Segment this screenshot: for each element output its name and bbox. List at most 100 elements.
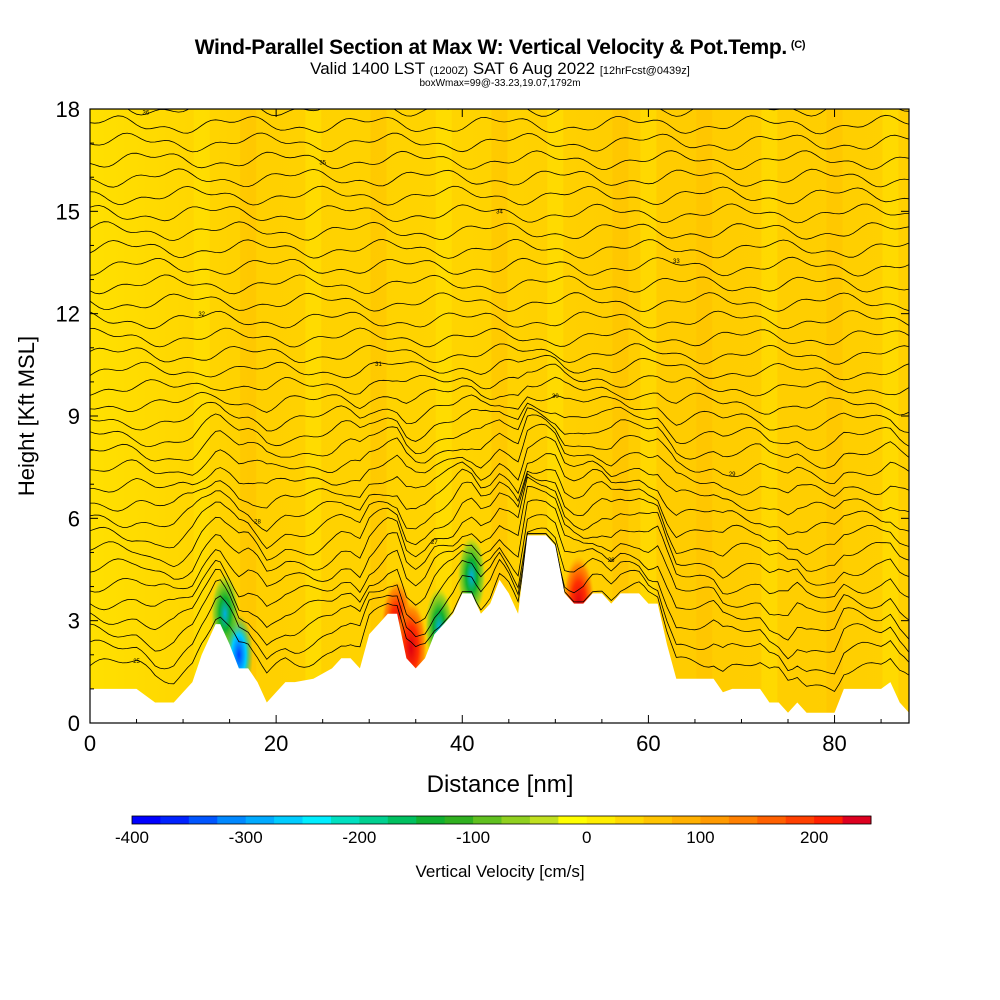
colorbar-swatch	[274, 816, 304, 824]
colorbar-swatch	[501, 816, 531, 824]
theta-contour	[90, 132, 909, 153]
colorbar-swatch	[217, 816, 247, 824]
theta-contour	[90, 185, 909, 206]
colorbar-swatch	[245, 816, 275, 824]
theta-contour	[90, 414, 909, 484]
colorbar-tick-label: 0	[582, 828, 591, 847]
theta-contour	[90, 203, 909, 224]
colorbar-swatch	[643, 816, 673, 824]
colorbar-tick-label: 200	[800, 828, 828, 847]
theta-contour-label: 33	[673, 259, 680, 265]
velocity-stripe	[612, 109, 629, 723]
x-tick-label: 80	[822, 731, 846, 756]
theta-contour	[90, 473, 909, 572]
velocity-stripe	[240, 109, 257, 723]
velocity-stripe	[305, 109, 322, 723]
terrain	[90, 535, 909, 723]
theta-contour	[90, 407, 909, 469]
theta-contour	[90, 533, 909, 675]
colorbar-swatch	[359, 816, 389, 824]
theta-contour	[90, 469, 909, 556]
colorbar-swatch	[672, 816, 701, 824]
velocity-stripe	[640, 109, 657, 723]
theta-contour	[90, 327, 909, 348]
theta-contour	[90, 256, 909, 277]
colorbar-swatch	[757, 816, 787, 824]
velocity-stripe	[370, 109, 387, 723]
x-tick-label: 40	[450, 731, 474, 756]
colorbar-swatch	[444, 816, 474, 824]
colorbar-tick-label: -300	[229, 828, 263, 847]
colorbar-swatch	[529, 816, 559, 824]
theta-contour	[90, 114, 909, 135]
colorbar-frame	[131, 815, 872, 825]
colorbar-swatch	[473, 816, 502, 824]
colorbar-tick-label: -200	[342, 828, 376, 847]
theta-contour	[90, 453, 909, 536]
colorbar-swatch	[814, 816, 844, 824]
colorbar-swatch	[416, 816, 446, 824]
velocity-stripe	[193, 109, 210, 723]
theta-contour	[90, 514, 909, 641]
theta-contour	[90, 354, 909, 381]
colorbar-swatch	[387, 816, 417, 824]
theta-contour-label: 25	[133, 659, 140, 665]
theta-contour	[90, 239, 909, 259]
y-tick-label: 12	[56, 302, 80, 327]
colorbar-swatch	[842, 816, 872, 824]
x-tick-label: 20	[264, 731, 288, 756]
colorbar-swatch	[785, 816, 815, 824]
theta-contour	[90, 476, 909, 586]
theta-contour	[90, 402, 909, 452]
colorbar-tick-label: 100	[686, 828, 714, 847]
theta-contour	[90, 221, 909, 241]
chart-title: Wind-Parallel Section at Max W: Vertical…	[194, 36, 806, 59]
velocity-stripe	[491, 109, 508, 723]
theta-contour	[90, 423, 909, 497]
colorbar-swatch	[700, 816, 730, 824]
colorbar-swatch	[615, 816, 645, 824]
theta-contour-label: 26	[608, 558, 615, 564]
y-tick-label: 18	[56, 97, 80, 122]
theta-contour	[127, 109, 909, 117]
x-tick-label: 60	[636, 731, 660, 756]
velocity-stripe	[882, 109, 899, 723]
theta-contour	[90, 168, 909, 188]
theta-contour-label: 29	[729, 472, 736, 478]
colorbar-label: Vertical Velocity [cm/s]	[415, 862, 585, 881]
y-tick-label: 6	[68, 506, 80, 531]
plot-area: 25 26 27 28 29 30 31 32 33 34 35 36	[90, 109, 909, 723]
colorbar-swatch	[302, 816, 332, 824]
theta-contour	[90, 436, 909, 516]
theta-contour-label: 34	[496, 209, 503, 215]
theta-contour	[90, 363, 909, 397]
theta-contour	[90, 310, 909, 330]
theta-contour	[90, 533, 909, 693]
x-tick-label: 0	[84, 731, 96, 756]
y-tick-label: 3	[68, 609, 80, 634]
colorbar-swatch	[558, 816, 588, 824]
theta-contour	[90, 150, 909, 171]
y-axis-label: Height [Kft MSL]	[14, 336, 39, 496]
colorbar-swatch	[132, 816, 161, 824]
colorbar-swatch	[586, 816, 616, 824]
velocity-stripe	[696, 109, 713, 723]
theta-contour-label: 28	[254, 520, 261, 526]
theta-contour	[90, 499, 909, 621]
colorbar-swatch	[330, 816, 360, 824]
theta-contour	[90, 292, 909, 313]
theta-contour	[90, 376, 909, 416]
velocity-stripe	[826, 109, 843, 723]
theta-contour-label: 31	[375, 362, 382, 368]
box-info: boxWmax=99@-33.23,19.07,1792m	[419, 78, 581, 89]
y-tick-label: 15	[56, 199, 80, 224]
colorbar-tick-label: -400	[115, 828, 149, 847]
y-tick-label: 0	[68, 711, 80, 736]
theta-contour	[90, 394, 909, 433]
colorbar: -400 -300 -200 -100 0 100 200	[115, 815, 872, 847]
theta-contour-label: 35	[319, 161, 326, 167]
colorbar-swatch	[160, 816, 190, 824]
colorbar-swatch	[728, 816, 758, 824]
theta-contour-label: 36	[142, 111, 149, 117]
